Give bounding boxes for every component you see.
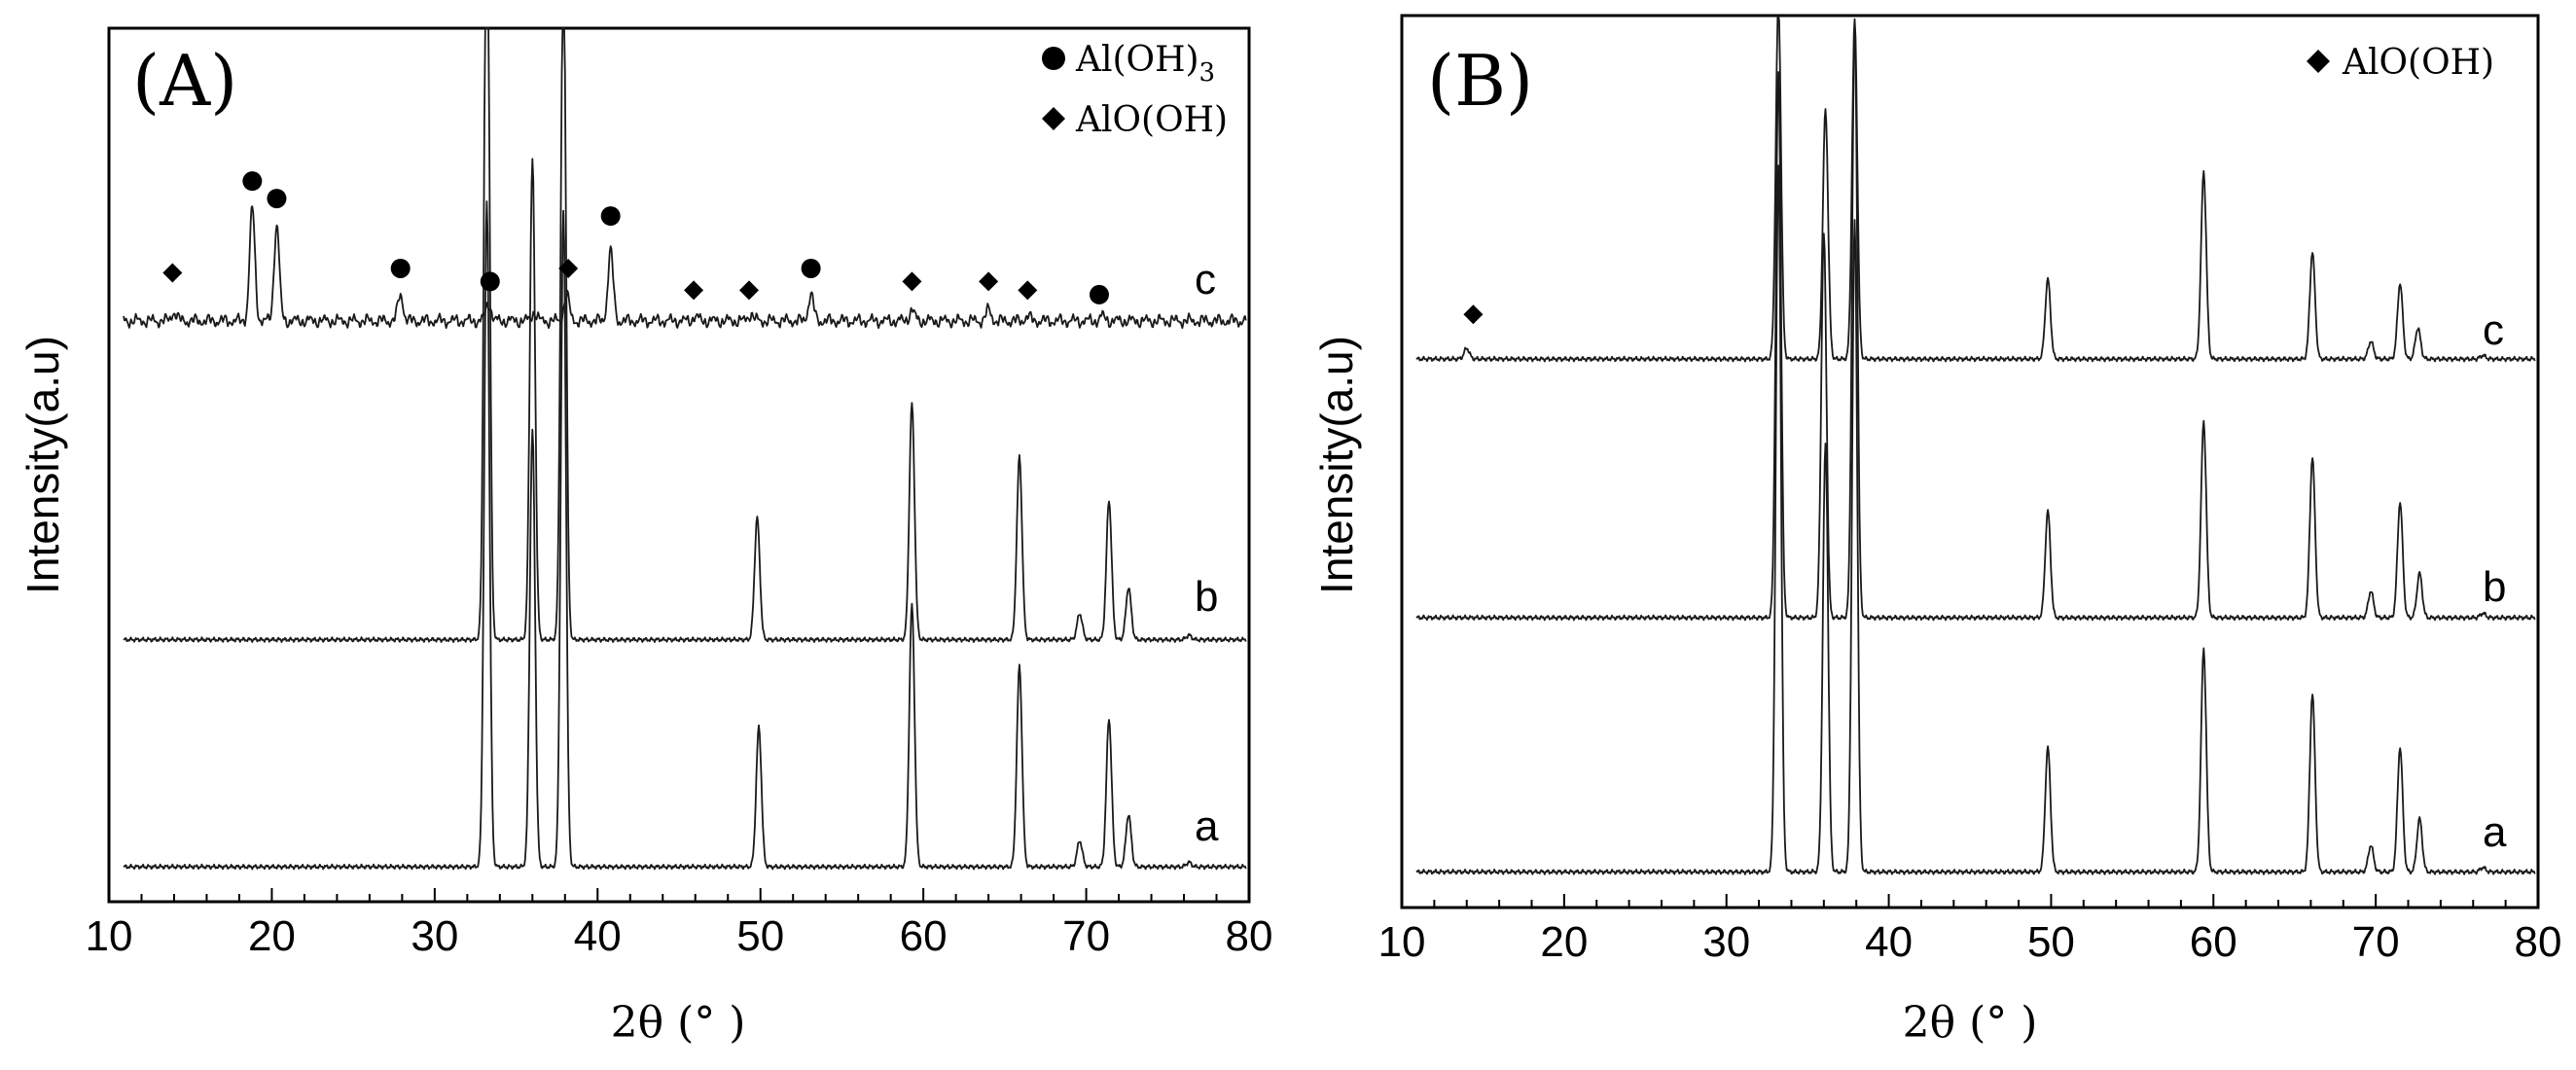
legend-alooh-label: AlO(OH): [1075, 100, 1228, 140]
panel-a-x-tick-labels: 10 20 30 40 50 60 70 80: [86, 912, 1273, 960]
xrd-trace-c: [1415, 15, 2536, 363]
alooh-marker: [738, 280, 759, 301]
panel-b-y-axis-title: Intensity(a.u): [1311, 336, 1362, 594]
panel-b-frame: [1400, 14, 2540, 910]
panel-b-letter: (B): [1427, 40, 1533, 122]
panel-a-y-axis-title: Intensity(a.u): [18, 336, 68, 594]
legend-alooh-label: AlO(OH): [2342, 43, 2494, 83]
x-tick-label: 80: [2515, 918, 2562, 966]
xrd-trace-b: [123, 27, 1247, 643]
alooh-marker: [979, 271, 999, 292]
aloh3-marker: [267, 189, 287, 209]
x-tick-label: 70: [2352, 918, 2400, 966]
panel-b-phase-markers: [1463, 304, 1484, 325]
panel-b-traces: [1415, 15, 2536, 875]
xrd-trace-c: [123, 205, 1247, 330]
x-tick-label: 50: [2027, 918, 2075, 966]
panel-a-trace-label-b: b: [1195, 573, 1218, 621]
xrd-trace-b: [1415, 22, 2536, 622]
x-tick-label: 30: [1702, 918, 1750, 966]
alooh-marker: [558, 258, 579, 278]
x-tick-label: 60: [2190, 918, 2237, 966]
aloh3-marker: [801, 258, 821, 278]
alooh-marker: [162, 263, 183, 283]
panel-a-chart: 10 20 30 40 50 60 70 80 (A) Al(OH)3 AlO(OH) c b…: [18, 26, 1273, 1048]
legend-circle-icon: [1042, 47, 1065, 70]
x-tick-label: 10: [1378, 918, 1426, 966]
panel-b-x-axis-title: 2θ (° ): [1903, 998, 2038, 1048]
panel-b-trace-label-c: c: [2483, 306, 2504, 354]
aloh3-marker: [480, 271, 500, 292]
panel-a-letter: (A): [132, 40, 237, 122]
panel-a-trace-label-a: a: [1195, 802, 1219, 850]
legend-aloh3-label: Al(OH)3: [1075, 40, 1215, 88]
x-tick-label: 50: [736, 912, 784, 960]
aloh3-marker: [390, 258, 411, 278]
panel-a-frame: [107, 26, 1251, 904]
xrd-trace-a: [1415, 164, 2536, 875]
alooh-marker: [1018, 280, 1038, 301]
x-tick-label: 10: [86, 912, 133, 960]
aloh3-marker: [242, 171, 263, 192]
panel-a-traces: [123, 27, 1247, 871]
panel-a-x-axis-title: 2θ (° ): [611, 998, 746, 1048]
legend-diamond-icon: [1042, 107, 1065, 130]
legend-diamond-icon: [2307, 50, 2330, 73]
x-tick-label: 30: [411, 912, 458, 960]
aloh3-marker: [600, 206, 621, 227]
panel-a-trace-label-c: c: [1195, 256, 1216, 303]
x-tick-label: 20: [1540, 918, 1588, 966]
x-tick-label: 40: [574, 912, 622, 960]
x-tick-label: 60: [900, 912, 948, 960]
panel-a-legend: Al(OH)3 AlO(OH): [1042, 40, 1228, 140]
panel-a-phase-markers: [162, 171, 1109, 304]
aloh3-marker: [1089, 284, 1109, 304]
panel-b-trace-label-a: a: [2483, 808, 2507, 856]
panel-b-x-ticks: [1401, 894, 2539, 908]
x-tick-label: 20: [248, 912, 296, 960]
panel-b-x-tick-labels: 10 20 30 40 50 60 70 80: [1378, 918, 2562, 966]
x-tick-label: 70: [1062, 912, 1110, 960]
panel-a-x-ticks: [108, 888, 1250, 902]
panel-b-chart: 10 20 30 40 50 60 70 80 (B) AlO(OH) c b a Inten…: [1311, 14, 2562, 1048]
x-tick-label: 80: [1226, 912, 1273, 960]
x-tick-label: 40: [1865, 918, 1913, 966]
panel-b-legend: AlO(OH): [2307, 43, 2494, 83]
xrd-trace-a: [123, 200, 1247, 871]
panel-b-trace-label-b: b: [2483, 563, 2506, 611]
alooh-marker: [684, 280, 704, 301]
alooh-marker: [1463, 304, 1484, 325]
alooh-marker: [902, 271, 922, 292]
